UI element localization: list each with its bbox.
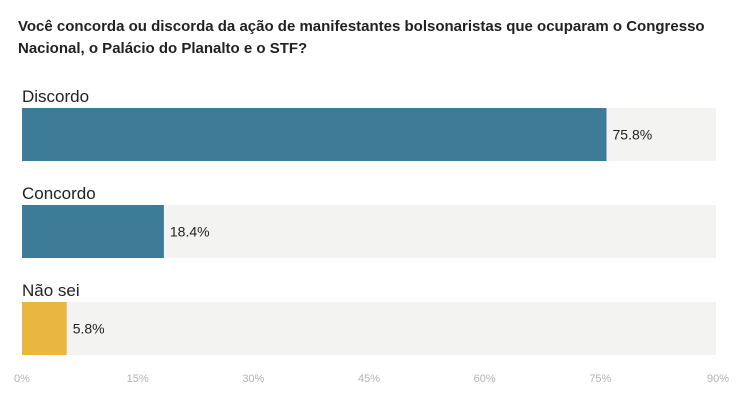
x-tick-label: 45% — [358, 373, 380, 385]
chart-title: Você concorda ou discorda da ação de man… — [18, 18, 705, 57]
category-label-discordo: Discordo — [22, 87, 89, 106]
value-label-concordo: 18.4% — [170, 224, 210, 240]
x-tick-label: 90% — [707, 373, 729, 385]
x-axis: 0% 15% 30% 45% 60% 75% 90% — [14, 373, 729, 385]
x-tick-label: 30% — [242, 373, 264, 385]
x-tick-label: 15% — [127, 373, 149, 385]
x-tick-label: 0% — [14, 373, 30, 385]
value-label-nao-sei: 5.8% — [73, 321, 105, 337]
x-tick-label: 60% — [474, 373, 496, 385]
bar-nao-sei — [22, 302, 67, 355]
bar-concordo — [22, 205, 164, 258]
bar-discordo — [22, 108, 607, 161]
bar-background-nao-sei — [22, 302, 716, 355]
bars-layer: Discordo 75.8% Concordo 18.4% Não sei 5.8% — [22, 87, 716, 355]
category-label-nao-sei: Não sei — [22, 281, 80, 300]
x-tick-label: 75% — [589, 373, 611, 385]
category-label-concordo: Concordo — [22, 184, 96, 203]
value-label-discordo: 75.8% — [613, 127, 653, 143]
